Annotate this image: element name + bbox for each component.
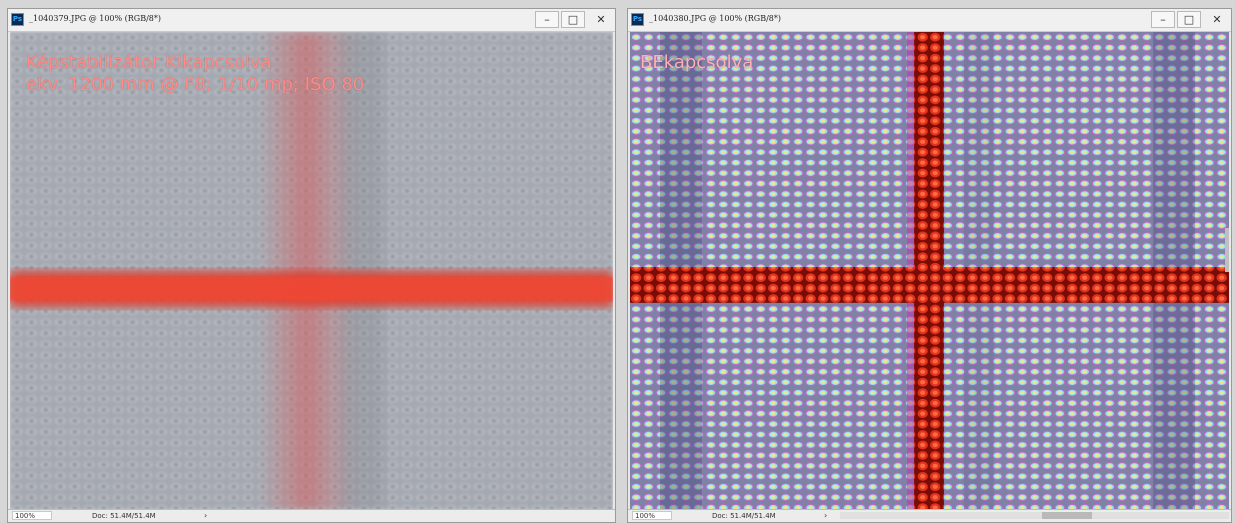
- photoshop-icon: Ps: [11, 13, 24, 26]
- close-button[interactable]: ✕: [1212, 13, 1222, 26]
- doc-size-info: Doc: 51.4M/51.4M: [712, 512, 776, 520]
- status-bar: 100% Doc: 51.4M/51.4M ›: [8, 509, 615, 522]
- zoom-level-field[interactable]: 100%: [632, 511, 672, 520]
- status-menu-arrow-icon[interactable]: ›: [204, 511, 208, 520]
- zoom-level-field[interactable]: 100%: [12, 511, 52, 520]
- horizontal-scrollbar[interactable]: [840, 512, 1229, 519]
- horizontal-scrollbar-thumb[interactable]: [1042, 512, 1093, 519]
- document-title: _1040379.JPG @ 100% (RGB/8*): [29, 14, 161, 23]
- doc-size-info: Doc: 51.4M/51.4M: [92, 512, 156, 520]
- status-bar: 100% Doc: 51.4M/51.4M ›: [628, 509, 1231, 522]
- image-canvas[interactable]: BEkapcsolva: [630, 32, 1229, 510]
- image-window-right[interactable]: Ps _1040380.JPG @ 100% (RGB/8*) – □ ✕: [627, 8, 1232, 523]
- overlay-caption: Képstabilizátor KIkapcsolva ekv. 1200 mm…: [26, 52, 364, 96]
- caption-line-2: ekv. 1200 mm @ F8; 1/10 mp; ISO 80: [26, 74, 365, 95]
- document-title: _1040380.JPG @ 100% (RGB/8*): [649, 14, 781, 23]
- maximize-button[interactable]: □: [1177, 11, 1201, 28]
- window-titlebar[interactable]: Ps _1040380.JPG @ 100% (RGB/8*) – □ ✕: [628, 9, 1231, 32]
- sharp-grid-photo: [630, 32, 1229, 510]
- close-button[interactable]: ✕: [596, 13, 606, 26]
- vertical-scrollbar-thumb[interactable]: [1225, 228, 1229, 272]
- caption-line-1: BEkapcsolva: [640, 52, 754, 73]
- overlay-caption: BEkapcsolva: [640, 52, 753, 74]
- window-titlebar[interactable]: Ps _1040379.JPG @ 100% (RGB/8*) – □ ✕: [8, 9, 615, 32]
- image-canvas[interactable]: Képstabilizátor KIkapcsolva ekv. 1200 mm…: [10, 32, 613, 510]
- blurred-grid-photo: [10, 32, 613, 510]
- status-menu-arrow-icon[interactable]: ›: [824, 511, 828, 520]
- minimize-button[interactable]: –: [1151, 11, 1175, 28]
- photoshop-icon: Ps: [631, 13, 644, 26]
- sharp-horizontal-red-line: [630, 267, 1229, 303]
- maximize-button[interactable]: □: [561, 11, 585, 28]
- image-window-left[interactable]: Ps _1040379.JPG @ 100% (RGB/8*) – □ ✕: [7, 8, 616, 523]
- caption-line-1: Képstabilizátor KIkapcsolva: [26, 52, 272, 73]
- minimize-button[interactable]: –: [535, 11, 559, 28]
